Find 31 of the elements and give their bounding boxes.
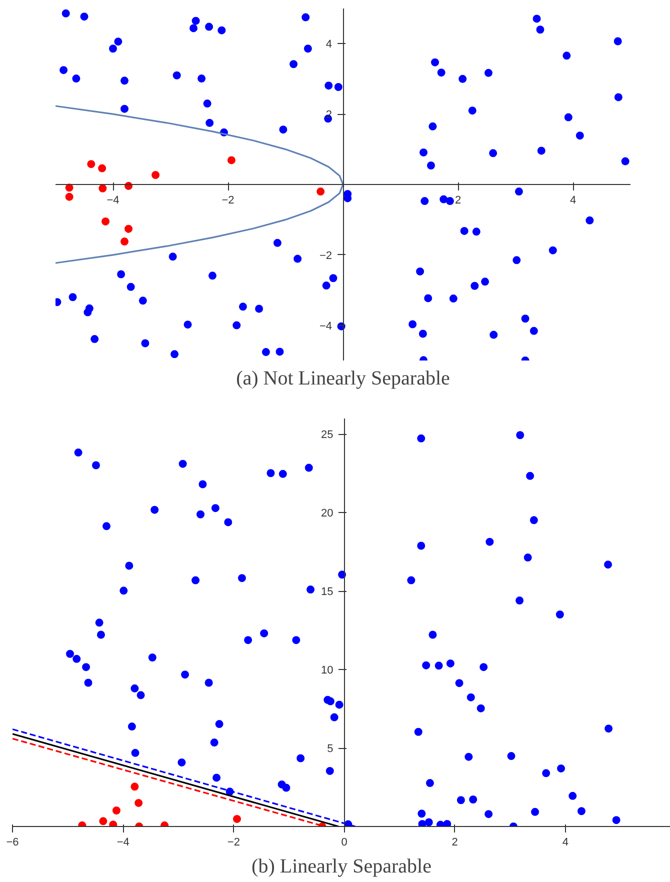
x-tick-label: −4 — [116, 836, 130, 848]
x-tick-label: −6 — [6, 836, 19, 848]
point — [227, 156, 236, 164]
text: (b) Linearly Separable — [252, 856, 432, 878]
point — [124, 224, 133, 233]
point — [316, 188, 325, 196]
y-tick-label: 15 — [321, 586, 334, 598]
point — [102, 217, 110, 226]
x-tick-label: −2 — [227, 836, 240, 848]
point — [120, 238, 128, 246]
point — [65, 192, 74, 201]
y-tick-label: 20 — [321, 508, 334, 520]
y-tick-label: 5 — [327, 743, 334, 756]
point — [152, 171, 160, 179]
x-tick-label: 2 — [454, 194, 462, 206]
text: (a) Not Linearly Separable — [236, 368, 450, 390]
x-tick-label: −2 — [222, 194, 234, 206]
x-tick-label: 4 — [562, 836, 569, 848]
y-tick-label: 10 — [321, 664, 334, 677]
y-tick-label: −4 — [319, 320, 332, 332]
point — [98, 164, 106, 172]
y-tick-label: −2 — [319, 250, 332, 262]
x-tick-label: 0 — [341, 836, 348, 848]
y-tick-label: 4 — [326, 38, 332, 51]
x-tick-label: −4 — [106, 194, 120, 206]
y-tick-label: 25 — [321, 429, 334, 442]
line-series — [56, 105, 344, 264]
x-tick-label: 4 — [570, 194, 576, 206]
x-tick-label: 2 — [452, 836, 458, 848]
point — [87, 160, 96, 168]
point — [98, 184, 107, 192]
